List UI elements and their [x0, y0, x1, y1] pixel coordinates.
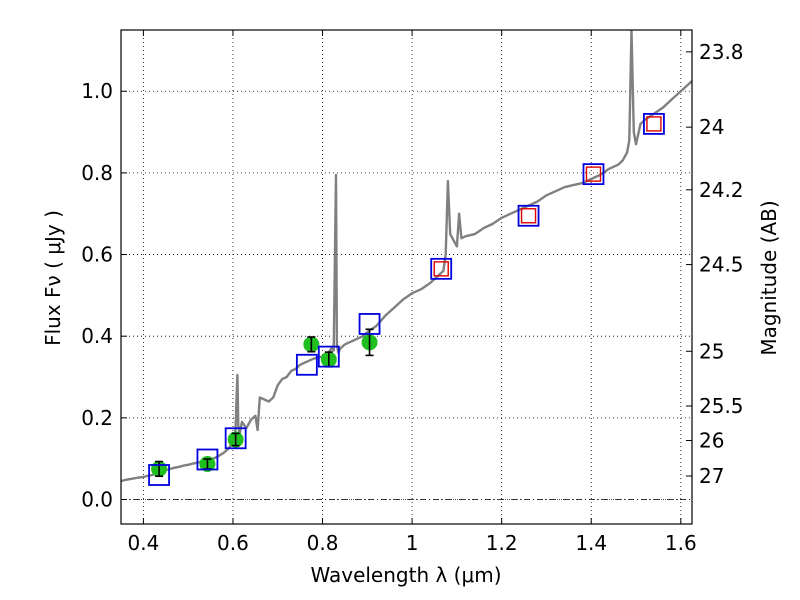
model-square-marker — [517, 204, 540, 227]
plot-area — [121, 30, 692, 486]
x-tick-label: 1.4 — [575, 531, 607, 555]
y-axis-title: Flux Fν ( μJy ) — [41, 210, 65, 346]
plot-frame — [120, 29, 693, 525]
model-square-marker — [295, 353, 318, 376]
x-tick-label: 0.4 — [127, 531, 159, 555]
y-tick-label: 1.0 — [81, 79, 113, 103]
y-tick-label: 0.6 — [81, 243, 113, 267]
model-square-marker — [196, 448, 219, 471]
x-tick-label: 1.2 — [486, 531, 518, 555]
magnitude-tick-label: 25 — [699, 339, 724, 363]
x-tick-label: 1.6 — [665, 531, 697, 555]
x-tick-label: 1 — [406, 531, 419, 555]
nir-model-square-marker — [433, 261, 449, 277]
x-tick-label: 0.8 — [307, 531, 339, 555]
x-tick-label: 0.6 — [217, 531, 249, 555]
y-tick-label: 0.4 — [81, 324, 113, 348]
x-axis-title: Wavelength λ (μm) — [310, 563, 501, 587]
model-square-marker — [430, 257, 453, 280]
y-tick-label: 0.8 — [81, 161, 113, 185]
magnitude-axis-tick-labels: 23.8 24 24.2 24.5 25 25.5 26 27 — [699, 40, 744, 488]
magnitude-tick-label: 24.2 — [699, 178, 744, 202]
model-square-marker — [582, 163, 605, 186]
magnitude-tick-label: 23.8 — [699, 40, 744, 64]
magnitude-tick-label: 27 — [699, 464, 724, 488]
model-square-marker — [358, 313, 381, 335]
magnitude-tick-label: 26 — [699, 428, 724, 452]
y-axis-tick-labels: 0.0 0.2 0.4 0.6 0.8 1.0 — [81, 79, 113, 511]
magnitude-tick-label: 25.5 — [699, 394, 744, 418]
y-tick-label: 0.2 — [81, 406, 113, 430]
model-square-marker — [148, 464, 170, 486]
model-square-marker — [224, 427, 247, 450]
axis-ticks — [121, 30, 692, 524]
nir-model-square-marker — [520, 208, 537, 224]
model-square-marker — [643, 113, 665, 135]
magnitude-tick-label: 24.5 — [699, 253, 744, 277]
nir-model-square-marker — [585, 166, 602, 182]
x-axis-tick-labels: 0.4 0.6 0.8 1 1.2 1.4 1.6 — [127, 531, 696, 555]
magnitude-tick-label: 24 — [699, 115, 724, 139]
y-tick-label: 0.0 — [81, 488, 113, 512]
magnitude-axis-title: Magnitude (AB) — [757, 200, 781, 355]
nir-model-square-marker — [646, 116, 662, 132]
model-square-marker — [317, 345, 340, 368]
